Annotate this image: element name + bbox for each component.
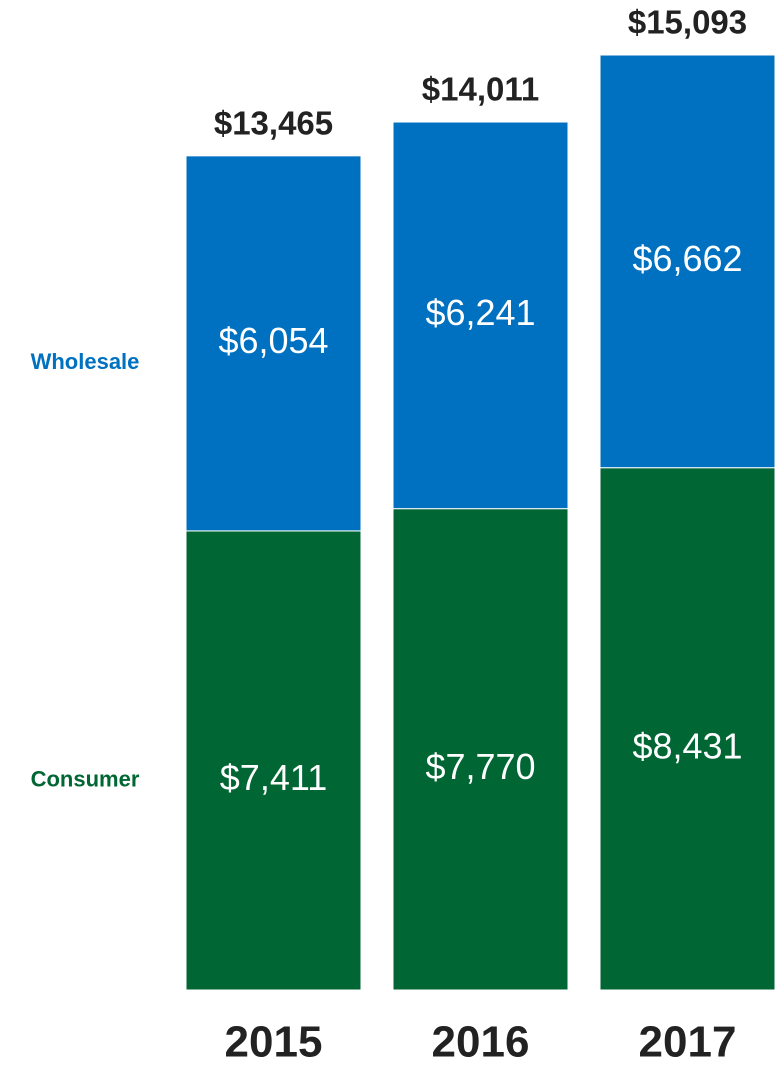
- segment-label: $6,241: [425, 292, 535, 333]
- total-label: $14,011: [422, 71, 539, 108]
- total-label: $15,093: [628, 4, 747, 41]
- x-tick-label: 2015: [225, 1018, 323, 1067]
- x-tick-label: 2016: [432, 1018, 530, 1067]
- total-label: $13,465: [214, 105, 333, 142]
- bar-segment: [185, 530, 362, 991]
- segment-label: $7,770: [425, 746, 535, 787]
- legend-label: Wholesale: [31, 349, 140, 374]
- segment-label: $6,054: [218, 320, 328, 361]
- bar-segment: [185, 155, 362, 532]
- segment-label: $6,662: [632, 238, 742, 279]
- segment-label: $7,411: [220, 757, 327, 798]
- bar-segment: [599, 467, 776, 991]
- legend-label: Consumer: [31, 766, 140, 791]
- bar-segment: [599, 54, 776, 469]
- x-tick-label: 2017: [639, 1018, 737, 1067]
- segment-label: $8,431: [632, 725, 742, 766]
- bar-segment: [392, 121, 569, 510]
